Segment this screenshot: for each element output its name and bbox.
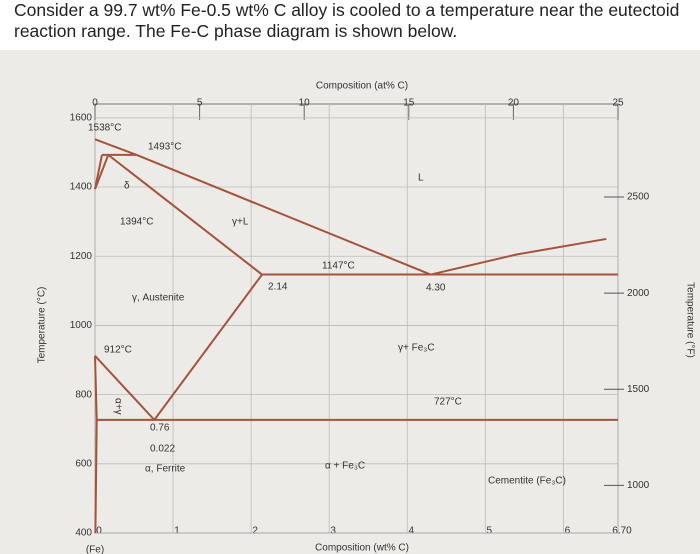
y-tick-label: 1600 bbox=[70, 112, 93, 123]
x-tick-label: 2 bbox=[252, 526, 258, 537]
x-axis-title: Composition (wt% C) bbox=[315, 543, 409, 554]
region-label: 4.30 bbox=[426, 283, 446, 294]
y2-axis-title: Temperature (°F) bbox=[684, 282, 695, 358]
top-tick-label: 15 bbox=[403, 98, 415, 109]
region-label: α + Fe₃C bbox=[325, 461, 365, 472]
top-tick-label: 10 bbox=[299, 98, 311, 109]
region-label: α+γ bbox=[112, 398, 123, 415]
y-tick-label: 400 bbox=[75, 528, 92, 539]
region-label: 1394°C bbox=[120, 217, 153, 228]
phase-boundary bbox=[94, 355, 98, 534]
region-label: Cementite (Fe₃C) bbox=[488, 476, 566, 487]
top-tick-label: 25 bbox=[612, 98, 624, 109]
top-tick-label: 20 bbox=[508, 98, 520, 109]
region-label: 1147°C bbox=[322, 261, 355, 272]
phase-boundary bbox=[153, 273, 263, 421]
y-axis-title: Temperature (°C) bbox=[37, 287, 48, 364]
region-label: γ, Austenite bbox=[132, 293, 185, 304]
region-label: γ+L bbox=[232, 217, 249, 228]
phase-boundary bbox=[94, 154, 110, 190]
region-label: 1493°C bbox=[148, 142, 181, 153]
x-tick-label: 3 bbox=[330, 526, 336, 537]
top-axis-title: Composition (at% C) bbox=[316, 81, 408, 92]
region-label: 1538°C bbox=[88, 123, 121, 134]
y-tick-label: 600 bbox=[75, 458, 92, 469]
region-label: 727°C bbox=[434, 397, 462, 408]
phase-boundary bbox=[430, 237, 607, 276]
x-tick-label: 6 bbox=[565, 526, 571, 537]
phase-boundary bbox=[94, 355, 156, 421]
y-tick-label: 1200 bbox=[70, 251, 93, 262]
x-origin-label: (Fe) bbox=[86, 545, 104, 554]
region-label: γ+ Fe₃C bbox=[398, 343, 435, 354]
phase-boundary bbox=[94, 138, 432, 276]
region-label: δ bbox=[124, 181, 130, 192]
y-tick-label: 800 bbox=[75, 389, 92, 400]
region-label: 912°C bbox=[104, 345, 132, 356]
y2-tick-label: 2500 bbox=[627, 192, 650, 203]
top-tick-label: 0 bbox=[92, 98, 98, 109]
x-tick-label: 0 bbox=[96, 526, 102, 537]
x-tick-label: 6.70 bbox=[612, 526, 632, 537]
question: Consider a 99.7 wt% Fe-0.5 wt% C alloy i… bbox=[14, 0, 680, 41]
region-label: 0.022 bbox=[150, 444, 175, 455]
y-tick-label: 1400 bbox=[70, 182, 93, 193]
y2-tick-label: 2000 bbox=[627, 288, 650, 299]
y-tick-label: 1000 bbox=[70, 320, 93, 331]
diagram-background bbox=[0, 50, 700, 554]
region-label: 0.76 bbox=[150, 423, 170, 434]
x-tick-label: 5 bbox=[487, 526, 493, 537]
y2-tick-label: 1500 bbox=[627, 384, 650, 395]
top-tick-label: 5 bbox=[197, 98, 203, 109]
region-label: α, Ferrite bbox=[145, 464, 186, 475]
phase-boundary bbox=[107, 154, 263, 276]
region-label: L bbox=[418, 173, 424, 184]
y2-tick-label: 1000 bbox=[627, 480, 650, 491]
x-tick-label: 4 bbox=[408, 526, 414, 537]
region-label: 2.14 bbox=[268, 282, 288, 293]
x-tick-label: 1 bbox=[174, 526, 180, 537]
